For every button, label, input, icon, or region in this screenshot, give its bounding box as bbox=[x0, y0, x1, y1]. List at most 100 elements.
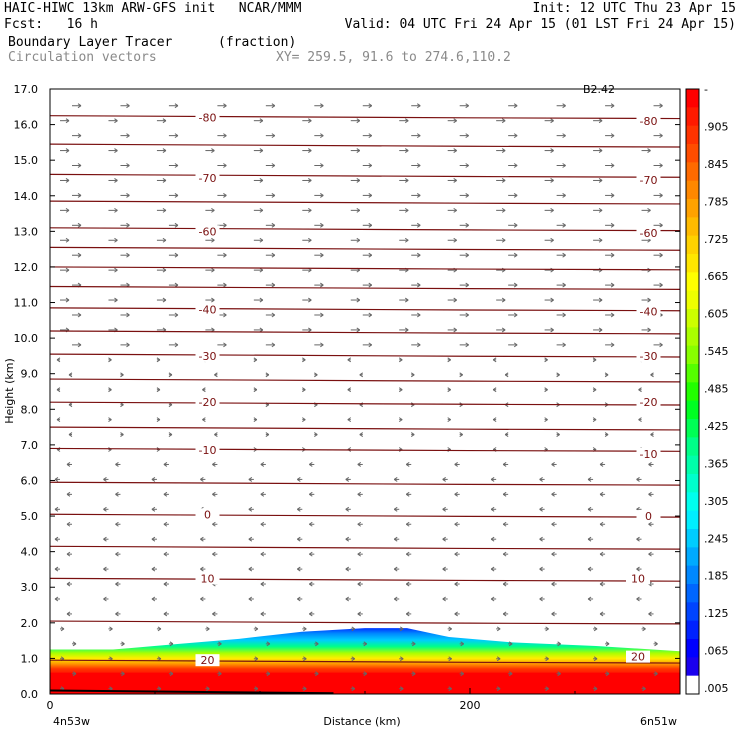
circulation-vector-head bbox=[356, 297, 361, 303]
circulation-vector-head bbox=[347, 417, 352, 423]
circulation-vector-head bbox=[453, 237, 457, 243]
circulation-vector-head bbox=[368, 133, 373, 139]
circulation-vector-head bbox=[156, 387, 161, 393]
circulation-vector-head bbox=[174, 252, 179, 258]
circulation-vector-head bbox=[356, 237, 361, 243]
circulation-vector-head bbox=[271, 163, 276, 168]
contour-label: 20 bbox=[201, 654, 215, 667]
circulation-vector-head bbox=[599, 611, 604, 617]
circulation-vector-head bbox=[659, 282, 663, 288]
contour-label: 0 bbox=[204, 508, 211, 521]
y-tick-label: 5.0 bbox=[21, 510, 39, 523]
circulation-vector-head bbox=[260, 611, 265, 617]
circulation-vector-head bbox=[320, 312, 324, 318]
circulation-vector-head bbox=[212, 611, 216, 617]
field-name: Boundary Layer Tracer bbox=[8, 35, 173, 50]
circulation-vector-head bbox=[557, 671, 561, 677]
circulation-vector-head bbox=[309, 521, 313, 527]
circulation-vector-head bbox=[115, 611, 119, 617]
circulation-vector-head bbox=[453, 327, 457, 333]
contour-label: -70 bbox=[199, 172, 217, 185]
circulation-vector-head bbox=[508, 671, 513, 677]
circulation-vector-head bbox=[259, 207, 264, 213]
circulation-vector-head bbox=[411, 671, 416, 677]
temperature-contour bbox=[50, 353, 680, 358]
circulation-vector-head bbox=[156, 357, 161, 363]
colorbar-label: .425 bbox=[704, 420, 729, 433]
circulation-vector-head bbox=[598, 148, 603, 153]
circulation-vector-head bbox=[442, 566, 446, 572]
circulation-vector-head bbox=[550, 207, 554, 213]
circulation-vector-head bbox=[562, 192, 566, 198]
circulation-vector-head bbox=[405, 491, 410, 497]
circulation-vector-head bbox=[453, 297, 457, 303]
circulation-vector-head bbox=[115, 462, 119, 467]
circulation-vector-head bbox=[308, 118, 312, 124]
temperature-contour bbox=[50, 285, 680, 290]
circulation-vector-head bbox=[556, 372, 560, 378]
circulation-vector-head bbox=[496, 626, 501, 632]
contour-label: -40 bbox=[640, 305, 658, 318]
x-endpoint-right: 6n51w bbox=[640, 715, 677, 728]
circulation-vector-head bbox=[642, 626, 646, 632]
colorbar-swatch bbox=[686, 125, 699, 145]
circulation-vector-head bbox=[610, 103, 615, 109]
xy-range: XY= 259.5, 91.6 to 274.6,110.2 bbox=[276, 50, 511, 65]
colorbar-label: .245 bbox=[704, 532, 729, 545]
contour-label-bg bbox=[195, 396, 220, 409]
circulation-vector-head bbox=[65, 297, 70, 303]
circulation-vector-head bbox=[610, 252, 615, 258]
circulation-vector-head bbox=[363, 641, 368, 647]
circulation-vector-head bbox=[544, 387, 548, 393]
temperature-contour bbox=[50, 266, 680, 271]
circulation-vector-head bbox=[393, 566, 398, 572]
circulation-vector-head bbox=[56, 387, 61, 393]
circulation-vector-head bbox=[77, 192, 82, 198]
contour-label: 20 bbox=[631, 651, 645, 664]
circulation-vector-head bbox=[320, 252, 324, 258]
y-tick-label: 10.0 bbox=[14, 332, 39, 345]
contour-label-bg bbox=[636, 173, 661, 186]
circulation-vector-head bbox=[120, 432, 124, 437]
temperature-contour bbox=[50, 659, 680, 664]
circulation-vector-head bbox=[54, 566, 59, 572]
circulation-vector-head bbox=[492, 417, 497, 423]
circulation-vector-head bbox=[345, 476, 350, 482]
circulation-vector-head bbox=[345, 506, 350, 512]
circulation-vector-head bbox=[659, 252, 663, 258]
circulation-vector-head bbox=[200, 476, 204, 482]
circulation-vector-head bbox=[496, 656, 501, 662]
circulation-vector-head bbox=[200, 536, 204, 542]
colorbar-frame bbox=[685, 88, 700, 695]
circulation-vector-head bbox=[502, 611, 507, 617]
circulation-vector-head bbox=[598, 327, 603, 333]
circulation-vector-head bbox=[647, 327, 651, 333]
circulation-vector-head bbox=[115, 491, 119, 497]
circulation-vector-head bbox=[260, 491, 265, 497]
circulation-vector-head bbox=[68, 432, 73, 437]
circulation-vector-head bbox=[218, 641, 222, 647]
circulation-vector-head bbox=[550, 118, 554, 124]
circulation-vector-head bbox=[465, 222, 469, 228]
circulation-vector-head bbox=[513, 133, 518, 139]
circulation-vector-head bbox=[453, 118, 457, 124]
circulation-vector-head bbox=[253, 357, 258, 363]
x-endpoint-left: 4n53w bbox=[53, 715, 90, 728]
circulation-vector-head bbox=[260, 462, 265, 467]
circulation-vector-head bbox=[356, 207, 361, 213]
circulation-vector-head bbox=[393, 536, 398, 542]
circulation-vector-head bbox=[126, 103, 130, 109]
circulation-vector-head bbox=[513, 342, 518, 348]
circulation-vector-head bbox=[550, 178, 554, 183]
contour-label: -60 bbox=[640, 227, 658, 240]
circulation-vector-head bbox=[297, 536, 301, 542]
circulation-vector-head bbox=[592, 387, 597, 393]
circulation-vector-head bbox=[610, 133, 615, 139]
y-tick-label: 3.0 bbox=[21, 581, 39, 594]
circulation-vector-head bbox=[416, 252, 421, 258]
circulation-vector-head bbox=[163, 611, 168, 617]
circulation-vector-head bbox=[648, 551, 652, 557]
circulation-vector-head bbox=[405, 521, 410, 527]
circulation-vector-head bbox=[501, 297, 506, 303]
